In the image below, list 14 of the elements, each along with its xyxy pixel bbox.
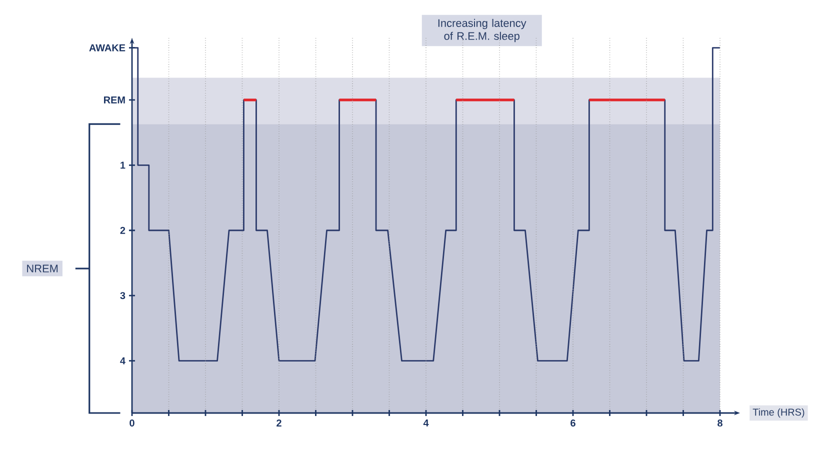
y-tick-label: 2 <box>120 226 126 234</box>
x-tick-label: 0 <box>130 420 134 427</box>
x-tick-label: 2 <box>276 420 282 426</box>
annotation: Increasing latency of R.E.M. sleep <box>438 18 526 42</box>
x-tick-label: 6 <box>570 420 576 427</box>
y-tick-label: AWAKE <box>89 44 126 52</box>
y-tick-label: 1 <box>120 162 126 169</box>
x-tick-label: 4 <box>423 420 429 426</box>
y-tick-label: 4 <box>120 357 126 364</box>
x-tick-label: 8 <box>718 420 722 427</box>
x-axis-title: Time (HRS) <box>752 408 804 418</box>
y-tick-label: REM <box>104 96 125 104</box>
y-tick-label: 3 <box>120 292 126 300</box>
text: NREM <box>27 264 58 272</box>
